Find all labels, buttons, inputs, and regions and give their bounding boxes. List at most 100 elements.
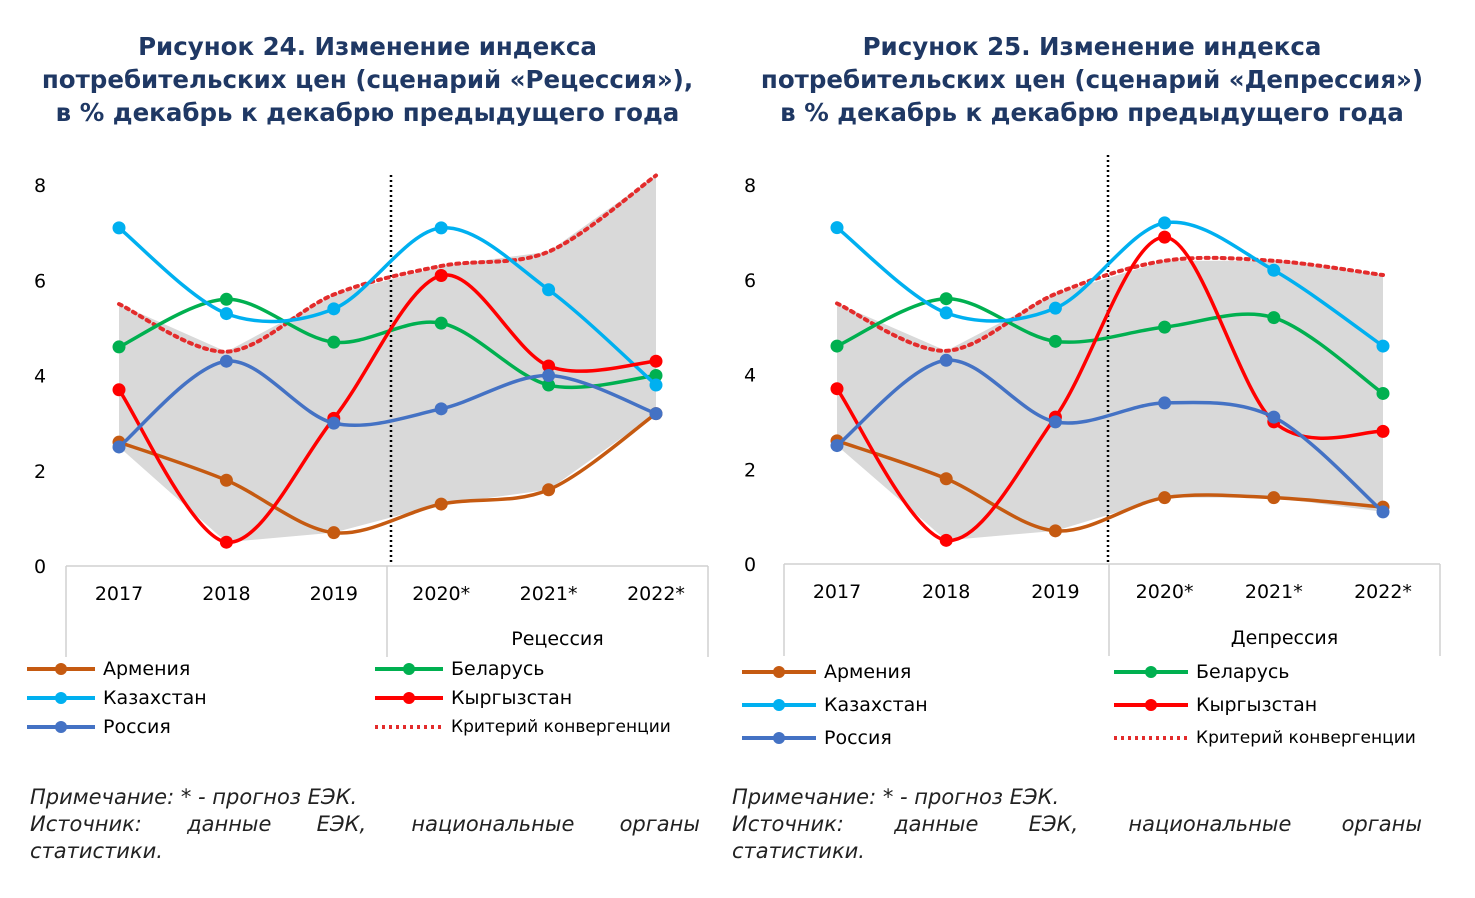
source-word: органы (619, 812, 700, 836)
data-point-armenia (1158, 491, 1172, 505)
data-point-armenia (219, 473, 233, 487)
line-chart: 0 2 4 6 8 2017 2018 2019 2020* 2021* 2022* Рецессия (34, 173, 709, 657)
data-point-armenia (1048, 524, 1062, 538)
x-tick-label: 2021* (1245, 581, 1303, 603)
legend-item-armenia: Армения (740, 658, 911, 686)
legend-item-armenia: Армения (25, 655, 190, 683)
forecast-band (119, 175, 656, 543)
data-point-kazakhstan (112, 221, 126, 235)
chart-title-line: потребительских цен (сценарий «Рецессия»… (41, 65, 694, 94)
series-line-armenia (118, 412, 658, 535)
legend-marker-criterion (1114, 736, 1188, 740)
note-line: Примечание: * - прогноз ЕЭК. (30, 785, 358, 809)
data-point-russia (542, 369, 556, 382)
data-point-kazakhstan (1158, 216, 1172, 230)
data-point-kazakhstan (327, 302, 341, 316)
data-point-kazakhstan (434, 221, 448, 235)
legend-item-russia: Россия (25, 713, 171, 741)
x-tick-label: 2018 (922, 581, 970, 603)
series-line-criterion (117, 173, 658, 354)
data-point-russia (649, 407, 663, 421)
data-point-belarus (112, 340, 126, 354)
x-tick-label: 2019 (310, 583, 358, 605)
source-word: национальные (1128, 812, 1292, 836)
data-point-belarus (542, 378, 556, 392)
legend-label: Критерий конвергенции (451, 717, 671, 737)
source-line: Источник: данные ЕЭК, национальные орган… (732, 811, 1422, 838)
series-line-belarus (118, 297, 657, 390)
legend-label: Россия (103, 716, 171, 738)
scenario-label: Депрессия (1231, 627, 1338, 649)
x-tick-label: 2017 (813, 581, 861, 603)
data-point-kyrgyzstan (219, 535, 233, 549)
x-tick-label: 2019 (1031, 581, 1079, 603)
data-point-kyrgyzstan (939, 533, 953, 547)
series-russia (830, 353, 1390, 519)
legend-marker-kyrgyzstan (1114, 699, 1188, 711)
forecast-band (837, 260, 1383, 541)
series-line-kazakhstan (835, 220, 1384, 348)
data-point-belarus (219, 292, 233, 306)
y-tick-label: 4 (744, 365, 756, 387)
source-word: Источник: (30, 812, 142, 836)
chart-legend: Армения Казахстан Россия Беларусь Кыргыз… (25, 655, 725, 745)
legend-item-kyrgyzstan: Кыргызстан (373, 684, 572, 712)
chart-title-line: в % декабрь к декабрю предыдущего года (780, 98, 1404, 127)
data-point-armenia (1267, 491, 1281, 505)
legend-marker-armenia (27, 663, 95, 675)
data-point-kazakhstan (219, 307, 233, 321)
x-tick-label: 2020* (412, 583, 470, 605)
data-point-belarus (1048, 334, 1062, 348)
source-word: Источник: (732, 812, 844, 836)
series-belarus (830, 292, 1390, 400)
data-point-russia (219, 354, 233, 368)
data-point-kyrgyzstan (542, 359, 556, 373)
chart-title: Рисунок 24. Изменение индекса потребител… (0, 30, 735, 129)
x-tick-label: 2020* (1136, 581, 1194, 603)
source-word: данные (894, 812, 979, 836)
legend-label: Беларусь (1196, 661, 1290, 683)
y-tick-label: 8 (744, 175, 756, 197)
data-point-kyrgyzstan (649, 354, 663, 368)
legend-marker-kazakhstan (742, 699, 816, 711)
chart-panel-depression: Рисунок 25. Изменение индекса потребител… (722, 0, 1462, 898)
data-point-belarus (434, 316, 448, 330)
y-tick-label: 6 (34, 270, 46, 292)
y-tick-label: 0 (34, 556, 46, 578)
note-line: Примечание: * - прогноз ЕЭК. (732, 785, 1060, 809)
chart-legend: Армения Казахстан Россия Беларусь Кыргыз… (740, 658, 1455, 758)
series-line-russia (117, 359, 657, 449)
source-word: органы (1341, 812, 1422, 836)
series-kyrgyzstan (112, 268, 663, 549)
legend-item-kyrgyzstan: Кыргызстан (1112, 691, 1317, 719)
source-word: ЕЭК, (1028, 812, 1079, 836)
legend-item-criterion: Критерий конвергенции (1112, 724, 1416, 752)
legend-marker-criterion (375, 725, 443, 729)
legend-item-belarus: Беларусь (1112, 658, 1289, 686)
data-point-kazakhstan (1267, 263, 1281, 277)
data-point-belarus (939, 292, 953, 306)
legend-marker-russia (27, 721, 95, 733)
series-kazakhstan (112, 221, 663, 392)
scenario-label: Рецессия (511, 628, 603, 650)
legend-marker-kazakhstan (27, 692, 95, 704)
source-line-2: статистики. (732, 839, 865, 863)
data-point-belarus (327, 335, 341, 349)
data-point-kazakhstan (542, 283, 556, 297)
chart-title-line: Рисунок 24. Изменение индекса (138, 32, 597, 61)
x-tick-label: 2021* (520, 583, 578, 605)
series-russia (112, 354, 663, 454)
source-word: ЕЭК, (316, 812, 367, 836)
series-line-armenia (836, 439, 1384, 533)
chart-panel-recession: Рисунок 24. Изменение индекса потребител… (0, 0, 735, 898)
legend-label: Армения (824, 661, 912, 683)
series-line-criterion (835, 255, 1385, 353)
legend-item-criterion: Критерий конвергенции (373, 713, 671, 741)
data-point-russia (434, 402, 448, 416)
data-point-kyrgyzstan (434, 268, 448, 282)
chart-title: Рисунок 25. Изменение индекса потребител… (722, 30, 1462, 129)
series-line-kazakhstan (117, 226, 658, 387)
legend-label: Кыргызстан (451, 687, 573, 709)
series-line-belarus (836, 296, 1384, 395)
data-point-russia (1376, 505, 1390, 519)
